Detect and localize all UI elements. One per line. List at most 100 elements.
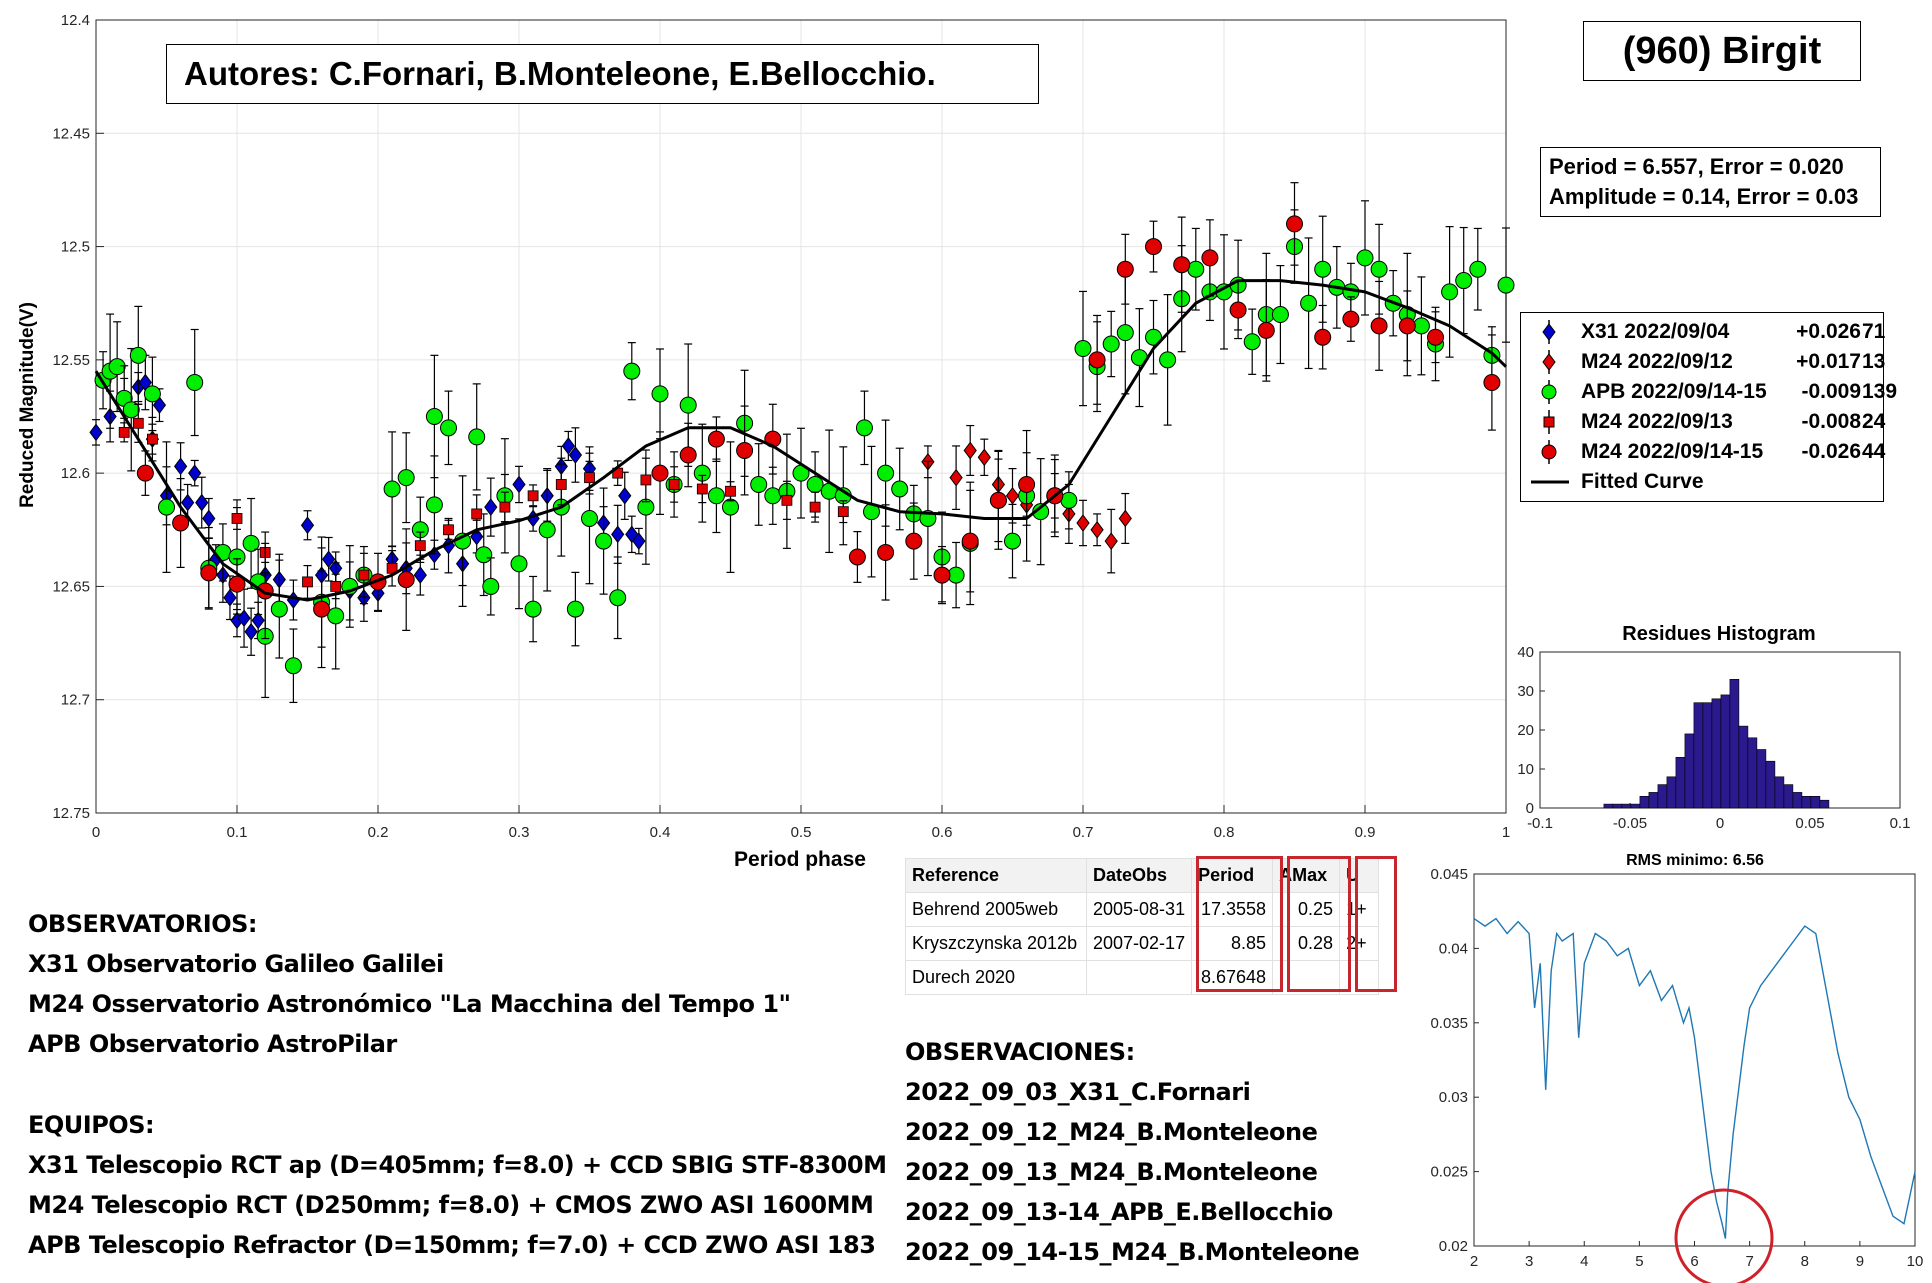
legend-item: M24 2022/09/12 +0.017 13 — [1521, 347, 1885, 377]
data-point — [397, 469, 415, 487]
data-point — [1257, 321, 1275, 339]
table-header: DateObs — [1085, 858, 1193, 893]
data-point — [722, 498, 739, 516]
legend-count: 24 — [1862, 410, 1886, 433]
data-point — [132, 417, 144, 429]
section-heading: OBSERVATORIOS: — [28, 910, 257, 938]
legend-label: X31 2022/09/04 — [1581, 320, 1730, 343]
x-tick-label: 1 — [1502, 824, 1510, 841]
data-point — [595, 532, 613, 550]
note-line: 2022_09_13-14_APB_E.Bellocchio — [905, 1198, 1333, 1226]
data-point — [527, 490, 539, 502]
histogram-bar — [1765, 760, 1776, 809]
data-point — [679, 446, 697, 464]
data-point — [302, 576, 313, 588]
data-point — [905, 532, 923, 550]
data-point — [1004, 532, 1021, 550]
data-point — [1497, 276, 1515, 294]
data-point — [538, 521, 556, 539]
legend-line-icon — [1531, 480, 1569, 484]
legend-item: M24 2022/09/14-15 -0.026 44 — [1521, 437, 1885, 467]
data-point — [1005, 486, 1020, 505]
histogram-bars — [1603, 678, 1830, 809]
u-column-highlight — [1355, 856, 1397, 992]
data-point — [300, 516, 315, 535]
data-point — [1118, 509, 1132, 528]
data-point — [679, 396, 697, 414]
data-point — [1060, 491, 1078, 509]
histogram-bar — [1711, 698, 1722, 809]
table-header: Reference — [905, 858, 1087, 893]
histogram-bar — [1801, 795, 1812, 809]
data-point — [244, 622, 258, 641]
series-group — [136, 182, 1501, 648]
data-point — [1173, 256, 1191, 274]
data-point — [195, 493, 209, 512]
data-point — [386, 562, 398, 574]
histogram-bar — [1756, 749, 1767, 809]
histogram-bar — [1603, 803, 1614, 809]
data-point — [484, 498, 498, 516]
data-point — [623, 362, 641, 380]
equipos-section: EQUIPOS: X31 Telescopio RCT ap (D=405mm;… — [28, 1105, 887, 1265]
data-point — [707, 487, 725, 505]
table-cell: 0.28 — [1272, 926, 1341, 961]
note-line: 2022_09_12_M24_B.Monteleone — [905, 1118, 1318, 1146]
rms-title: RMS minimo: 6.56 — [1626, 852, 1764, 869]
data-point — [1116, 260, 1134, 278]
histogram-bar — [1792, 792, 1803, 809]
data-point — [1455, 272, 1473, 290]
note-line: X31 Telescopio RCT ap (D=405mm; f=8.0) +… — [28, 1151, 887, 1179]
legend-offset: +0.017 — [1796, 350, 1861, 373]
data-point — [632, 532, 646, 550]
fit-period-line: Period = 6.557, Error = 0.020 — [1549, 154, 1844, 179]
data-point — [855, 419, 873, 437]
data-point — [186, 374, 204, 392]
note-line: APB Telescopio Refractor (D=150mm; f=7.0… — [28, 1231, 876, 1259]
data-point — [1088, 351, 1106, 369]
histogram-bar — [1612, 803, 1623, 809]
data-point — [471, 508, 483, 520]
x-tick-label: 0 — [1716, 815, 1724, 832]
data-point — [270, 600, 288, 618]
data-point — [618, 486, 632, 505]
histogram-bar — [1693, 702, 1704, 809]
data-point — [228, 575, 246, 593]
rms-line — [1473, 917, 1916, 1239]
y-tick-label: 0.035 — [1430, 1015, 1468, 1032]
histogram-bar — [1639, 795, 1650, 809]
data-point — [313, 600, 331, 618]
y-tick-label: 12.65 — [52, 578, 90, 595]
y-tick-label: 12.4 — [61, 12, 90, 29]
data-point — [1342, 310, 1360, 328]
data-point — [322, 550, 336, 569]
data-point — [1102, 335, 1120, 353]
data-point — [440, 419, 457, 437]
data-point — [696, 483, 708, 495]
data-point — [146, 433, 158, 445]
chart-series — [89, 182, 1515, 704]
data-point — [1116, 324, 1134, 342]
data-point — [482, 577, 500, 595]
x-tick-label: 6 — [1690, 1253, 1698, 1270]
data-point — [108, 358, 126, 376]
table-row: Kryszczynska 2012b 2007-02-17 8.85 0.28 … — [905, 926, 1380, 961]
note-line: 2022_09_14-15_M24_B.Monteleone — [905, 1238, 1360, 1266]
rms-frame — [1473, 873, 1916, 1247]
data-point — [143, 385, 161, 403]
data-point — [764, 487, 782, 505]
data-point — [977, 448, 991, 467]
data-point — [1090, 520, 1104, 539]
table-header: AMax — [1272, 858, 1341, 893]
table-cell: 17.3558 — [1191, 892, 1274, 927]
data-point — [284, 657, 302, 675]
rms-axes: 2 3 4 5 6 7 8 9 10 0.02 0.025 0.03 0.035 0.04 0.045 — [1430, 866, 1923, 1270]
observatorios-section: OBSERVATORIOS: X31 Observatorio Galileo … — [28, 904, 791, 1064]
fit-amplitude-line: Amplitude = 0.14, Error = 0.03 — [1549, 184, 1859, 209]
y-tick-label: 12.6 — [61, 465, 90, 482]
legend-item: M24 2022/09/13 -0.008 24 — [1521, 407, 1885, 437]
data-point — [1229, 301, 1247, 319]
data-point — [413, 566, 427, 584]
data-point — [651, 385, 669, 403]
table-cell: Kryszczynska 2012b — [905, 926, 1087, 961]
